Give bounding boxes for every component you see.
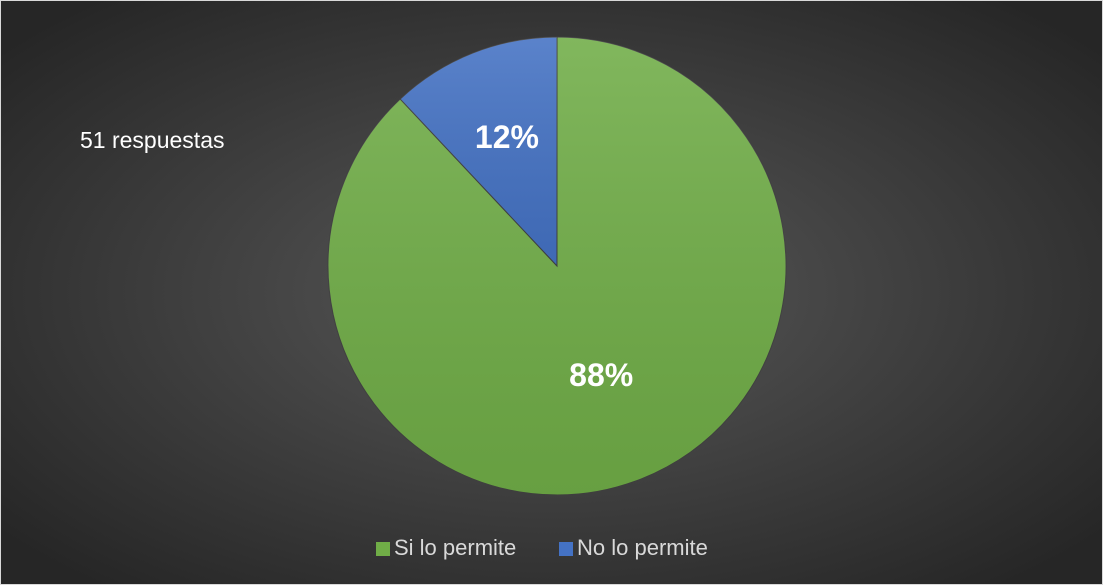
- data-label: 12%: [475, 119, 539, 155]
- slice-shade: [400, 37, 557, 266]
- legend-swatch: [559, 542, 573, 556]
- data-label: 88%: [569, 357, 633, 393]
- annotation: 51 respuestas: [80, 127, 224, 153]
- legend-swatch: [376, 542, 390, 556]
- legend-label: Si lo permite: [394, 535, 516, 560]
- legend-label: No lo permite: [577, 535, 708, 560]
